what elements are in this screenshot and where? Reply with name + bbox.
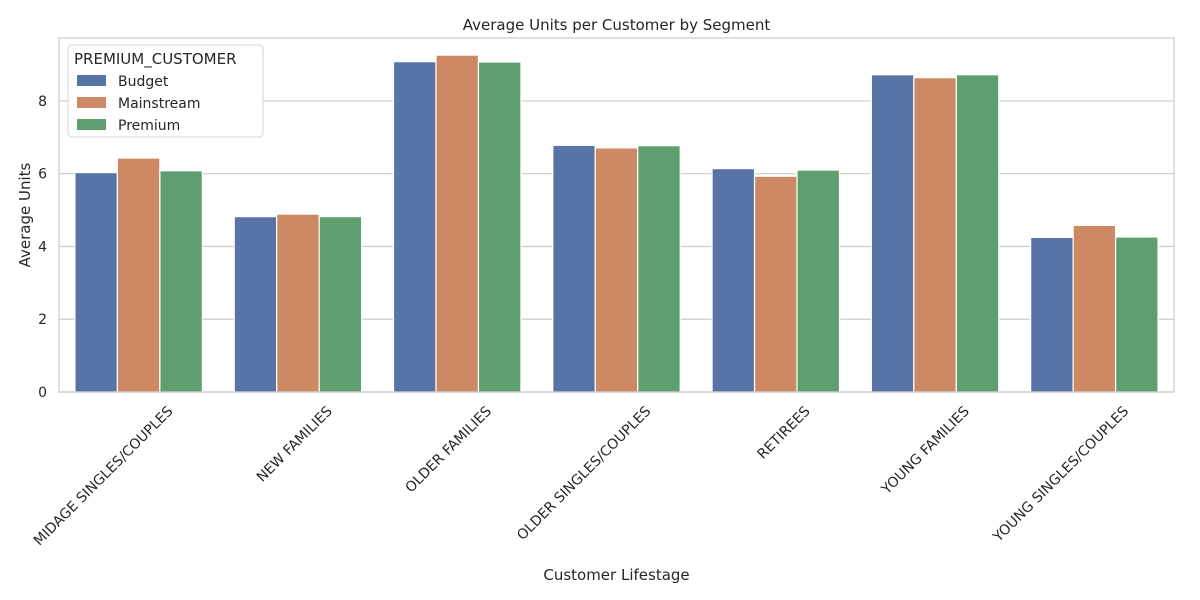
bar-mainstream: [116, 157, 161, 393]
legend-label: Premium: [118, 118, 180, 134]
x-tick-label: NEW FAMILIES: [254, 403, 336, 485]
bar-mainstream: [276, 213, 320, 393]
bar-premium: [955, 74, 1000, 393]
legend-items: Budget Mainstream Premium: [77, 74, 200, 134]
x-tick-label: OLDER FAMILIES: [403, 403, 496, 496]
bar-budget: [552, 144, 596, 393]
legend-label: Mainstream: [118, 96, 200, 112]
bar-premium: [477, 61, 522, 393]
y-tick-label: 2: [38, 312, 47, 328]
y-tick-label: 0: [38, 385, 47, 401]
chart-title: Average Units per Customer by Segment: [463, 16, 771, 34]
bar-mainstream: [913, 77, 957, 393]
bar-mainstream: [594, 147, 639, 393]
bar-groups: [74, 54, 1159, 393]
bar-premium: [318, 216, 363, 393]
bar-group: [233, 213, 363, 393]
bar-premium: [637, 145, 681, 393]
bar-mainstream: [1072, 224, 1117, 393]
bar-mainstream: [435, 54, 480, 393]
y-axis-label: Average Units: [16, 162, 34, 267]
bar-premium: [796, 169, 841, 393]
legend-label: Budget: [118, 74, 169, 90]
x-axis-label: Customer Lifestage: [543, 566, 689, 584]
x-tick-label: OLDER SINGLES/COUPLES: [514, 403, 654, 543]
x-tick-label: MIDAGE SINGLES/COUPLES: [31, 403, 177, 549]
x-tick-label: RETIREES: [755, 403, 814, 462]
bar-budget: [392, 61, 437, 393]
y-tick-label: 8: [38, 94, 47, 110]
y-tick-label: 6: [38, 167, 47, 183]
plot-frame: [58, 37, 1175, 393]
bar-group: [711, 168, 841, 393]
bar-group: [552, 144, 681, 393]
x-tick-labels: MIDAGE SINGLES/COUPLES NEW FAMILIES OLDER …: [31, 403, 1132, 549]
bar-budget: [870, 74, 915, 393]
legend-item: Budget: [77, 74, 169, 90]
legend-item: Mainstream: [77, 96, 200, 112]
bar-budget: [233, 216, 278, 393]
bar-premium: [159, 170, 203, 393]
legend: PREMIUM_CUSTOMER Budget Mainstream Premium: [67, 44, 264, 138]
bar-budget: [711, 168, 756, 393]
x-tick-label: YOUNG FAMILIES: [878, 403, 973, 498]
legend-box: [67, 44, 264, 138]
y-tick-label: 4: [38, 239, 47, 255]
bar-budget: [74, 172, 119, 393]
legend-swatch: [77, 119, 106, 130]
legend-title: PREMIUM_CUSTOMER: [74, 50, 237, 69]
bar-premium: [1114, 236, 1159, 393]
bar-budget: [1030, 236, 1074, 393]
x-tick-label: YOUNG SINGLES/COUPLES: [990, 403, 1133, 546]
bar-mainstream: [753, 175, 798, 393]
bar-group: [1030, 224, 1159, 393]
y-tick-labels: 0 2 4 6 8: [38, 94, 47, 401]
bar-group: [870, 74, 1000, 393]
legend-swatch: [77, 75, 106, 86]
bar-group: [392, 54, 522, 393]
legend-swatch: [77, 97, 106, 108]
legend-item: Premium: [77, 118, 180, 134]
bar-group: [74, 157, 203, 393]
